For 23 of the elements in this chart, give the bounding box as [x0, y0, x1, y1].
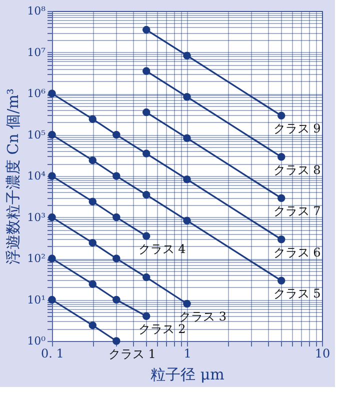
x-tick-label: 10 [314, 346, 330, 360]
series-label: クラス 5 [273, 286, 321, 301]
y-tick-label: 10² [27, 252, 46, 265]
series-label: クラス 1 [108, 347, 156, 361]
y-tick-label: 10⁴ [27, 170, 46, 182]
series-label: クラス 8 [273, 162, 321, 177]
y-tick-label: 10⁵ [27, 128, 46, 142]
y-tick-label: 10¹ [27, 293, 46, 306]
series-label: クラス 2 [138, 322, 186, 336]
y-tick-label: 10⁰ [27, 334, 46, 348]
series-label: クラス 3 [179, 310, 226, 324]
series-label: クラス 6 [273, 245, 321, 260]
series-label: クラス 4 [138, 242, 186, 256]
y-tick-label: 10⁸ [27, 4, 46, 18]
x-tick-label: 1 [184, 346, 192, 360]
y-tick-label: 10⁶ [27, 87, 46, 100]
x-tick-label: 0. 1 [41, 346, 64, 360]
y-axis-title: 浮遊数粒子濃度 Cn 個/m³ [4, 88, 22, 264]
x-axis-title: 粒子径 μm [150, 366, 224, 384]
y-tick-label: 10⁷ [27, 46, 46, 59]
series-label: クラス 7 [273, 204, 321, 218]
series-label: クラス 9 [273, 122, 321, 136]
y-tick-label: 10³ [27, 210, 46, 224]
